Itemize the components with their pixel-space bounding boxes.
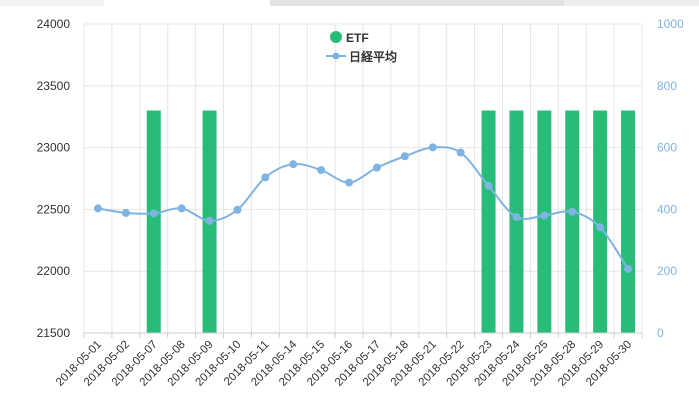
left-tick-label-0: 21500	[37, 326, 71, 340]
right-axis-ticks: 0 200 400 600 800 1000	[657, 17, 684, 340]
etf-bar-2018-05-07	[146, 110, 161, 334]
legend-nikkei-label: 日経平均	[349, 49, 397, 64]
nikkei-point-2018-05-02	[121, 208, 130, 217]
left-tick-label-1: 22000	[37, 264, 71, 278]
nikkei-point-2018-05-24	[512, 213, 521, 222]
etf-bar-2018-05-24	[509, 110, 524, 334]
legend-etf-swatch	[330, 31, 342, 43]
nikkei-point-2018-05-18	[400, 152, 409, 161]
etf-bar-2018-05-23	[481, 110, 496, 334]
etf-bar-2018-05-29	[593, 110, 608, 334]
nikkei-point-2018-05-08	[177, 204, 186, 213]
legend-nikkei-marker	[332, 52, 340, 60]
tab-4[interactable]	[564, 0, 699, 6]
nikkei-line	[93, 143, 633, 273]
tab-3[interactable]	[270, 0, 564, 6]
right-tick-label-0: 0	[657, 326, 664, 340]
etf-bar-2018-05-25	[537, 110, 552, 334]
left-tick-label-5: 24000	[37, 17, 71, 31]
nikkei-point-2018-05-23	[484, 181, 493, 190]
nikkei-point-2018-05-29	[596, 223, 605, 232]
left-tick-label-2: 22500	[37, 202, 71, 216]
tab-strip	[0, 0, 699, 6]
nikkei-point-2018-05-21	[428, 143, 437, 152]
nikkei-point-2018-05-16	[345, 178, 354, 187]
legend[interactable]: ETF 日経平均	[326, 31, 397, 64]
tab-2[interactable]	[104, 0, 270, 6]
nikkei-point-2018-05-22	[456, 148, 465, 157]
nikkei-point-2018-05-17	[372, 163, 381, 172]
x-axis-ticks: 2018-05-012018-05-022018-05-072018-05-08…	[54, 338, 634, 389]
legend-etf-label: ETF	[346, 31, 369, 45]
nikkei-point-2018-05-01	[93, 204, 102, 213]
right-tick-label-1: 200	[657, 264, 677, 278]
right-tick-label-2: 400	[657, 202, 677, 216]
right-tick-label-4: 800	[657, 79, 677, 93]
nikkei-point-2018-05-25	[540, 211, 549, 220]
tab-1[interactable]	[0, 0, 104, 6]
grid-lines	[83, 23, 643, 334]
nikkei-point-2018-05-10	[233, 205, 242, 214]
nikkei-point-2018-05-09	[205, 216, 214, 225]
nikkei-point-2018-05-30	[624, 264, 633, 273]
left-tick-label-4: 23500	[37, 79, 71, 93]
right-tick-label-3: 600	[657, 141, 677, 155]
etf-bar-2018-05-30	[621, 110, 636, 334]
nikkei-point-2018-05-11	[261, 173, 270, 182]
nikkei-point-2018-05-14	[289, 160, 298, 169]
left-axis-ticks: 21500 22000 22500 23000 23500 24000	[37, 17, 71, 340]
legend-item-etf[interactable]: ETF	[330, 31, 369, 45]
etf-bar-2018-05-28	[565, 110, 580, 334]
nikkei-point-2018-05-15	[317, 166, 326, 175]
right-tick-label-5: 1000	[657, 17, 684, 31]
nikkei-point-2018-05-28	[568, 207, 577, 216]
axes	[83, 332, 643, 338]
left-tick-label-3: 23000	[37, 141, 71, 155]
nikkei-point-2018-05-07	[149, 209, 158, 218]
legend-item-nikkei[interactable]: 日経平均	[326, 49, 397, 64]
